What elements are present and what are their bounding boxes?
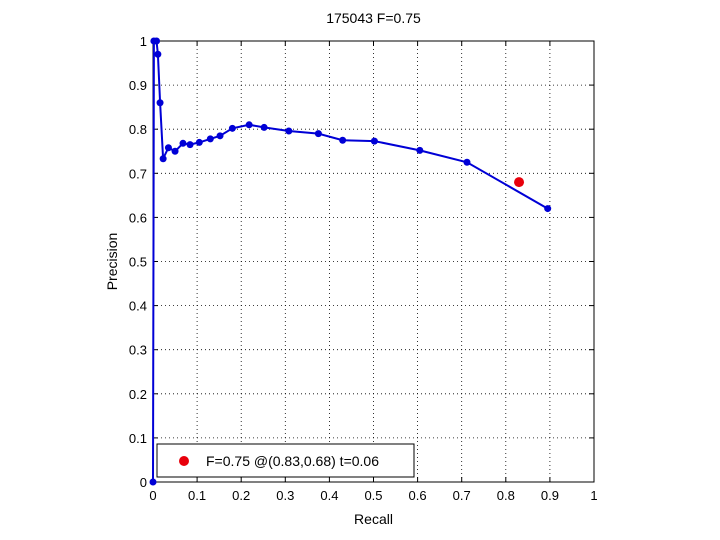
- x-tick-label: 0.8: [497, 488, 515, 503]
- data-point: [260, 123, 268, 131]
- y-tick-label: 0.2: [129, 387, 147, 402]
- data-point: [339, 136, 347, 144]
- series-line: [152, 40, 549, 483]
- data-point: [206, 135, 214, 143]
- y-axis-label: Precision: [104, 233, 120, 291]
- data-point: [156, 99, 164, 107]
- data-point: [245, 121, 253, 129]
- x-tick-label: 0.7: [453, 488, 471, 503]
- x-tick-label: 0.3: [276, 488, 294, 503]
- x-tick-label: 0.2: [232, 488, 250, 503]
- data-point: [228, 124, 236, 132]
- data-point: [416, 146, 424, 154]
- data-point: [216, 132, 224, 140]
- x-tick-label: 1: [590, 488, 597, 503]
- data-point: [314, 130, 322, 138]
- y-tick-label: 0.3: [129, 343, 147, 358]
- y-tick-label: 0.4: [129, 299, 147, 314]
- data-point: [153, 37, 161, 45]
- data-point: [179, 139, 187, 147]
- data-point: [159, 155, 167, 163]
- x-tick-label: 0.4: [320, 488, 338, 503]
- grid: [153, 41, 594, 482]
- data-point: [463, 158, 471, 166]
- legend-box: [156, 443, 415, 478]
- y-tick-label: 0.7: [129, 166, 147, 181]
- ticks: 0 0.1 0.2 0.3 0.4 0.5 0.6 0.7 0.8 0.9 1 0 0.1 0.2 0.3 0…: [129, 34, 598, 503]
- data-point: [164, 144, 172, 152]
- data-point: [285, 127, 293, 135]
- data-point: [544, 205, 552, 213]
- x-tick-label: 0.1: [188, 488, 206, 503]
- y-tick-label: 0.1: [129, 431, 147, 446]
- y-tick-label: 0.9: [129, 78, 147, 93]
- data-point: [154, 50, 162, 58]
- y-tick-label: 0.6: [129, 210, 147, 225]
- y-tick-label: 0: [140, 475, 147, 490]
- data-point: [149, 478, 157, 486]
- x-axis-label: Recall: [354, 511, 393, 527]
- x-tick-label: 0.9: [541, 488, 559, 503]
- legend-marker: [179, 456, 189, 466]
- x-tick-label: 0: [149, 488, 156, 503]
- x-tick-label: 0.6: [409, 488, 427, 503]
- y-tick-label: 0.5: [129, 255, 147, 270]
- y-tick-label: 1: [140, 34, 147, 49]
- legend: F=0.75 @(0.83,0.68) t=0.06: [156, 443, 415, 478]
- x-tick-label: 0.5: [364, 488, 382, 503]
- chart-title: 175043 F=0.75: [326, 10, 421, 26]
- data-point: [195, 138, 203, 146]
- data-point: [370, 137, 378, 145]
- y-tick-label: 0.8: [129, 122, 147, 137]
- data-point: [186, 141, 194, 149]
- data-series: [149, 37, 552, 486]
- legend-label: F=0.75 @(0.83,0.68) t=0.06: [206, 453, 379, 469]
- data-point: [171, 147, 179, 155]
- highlight-layer: [514, 177, 525, 188]
- best-f-point: [514, 177, 525, 188]
